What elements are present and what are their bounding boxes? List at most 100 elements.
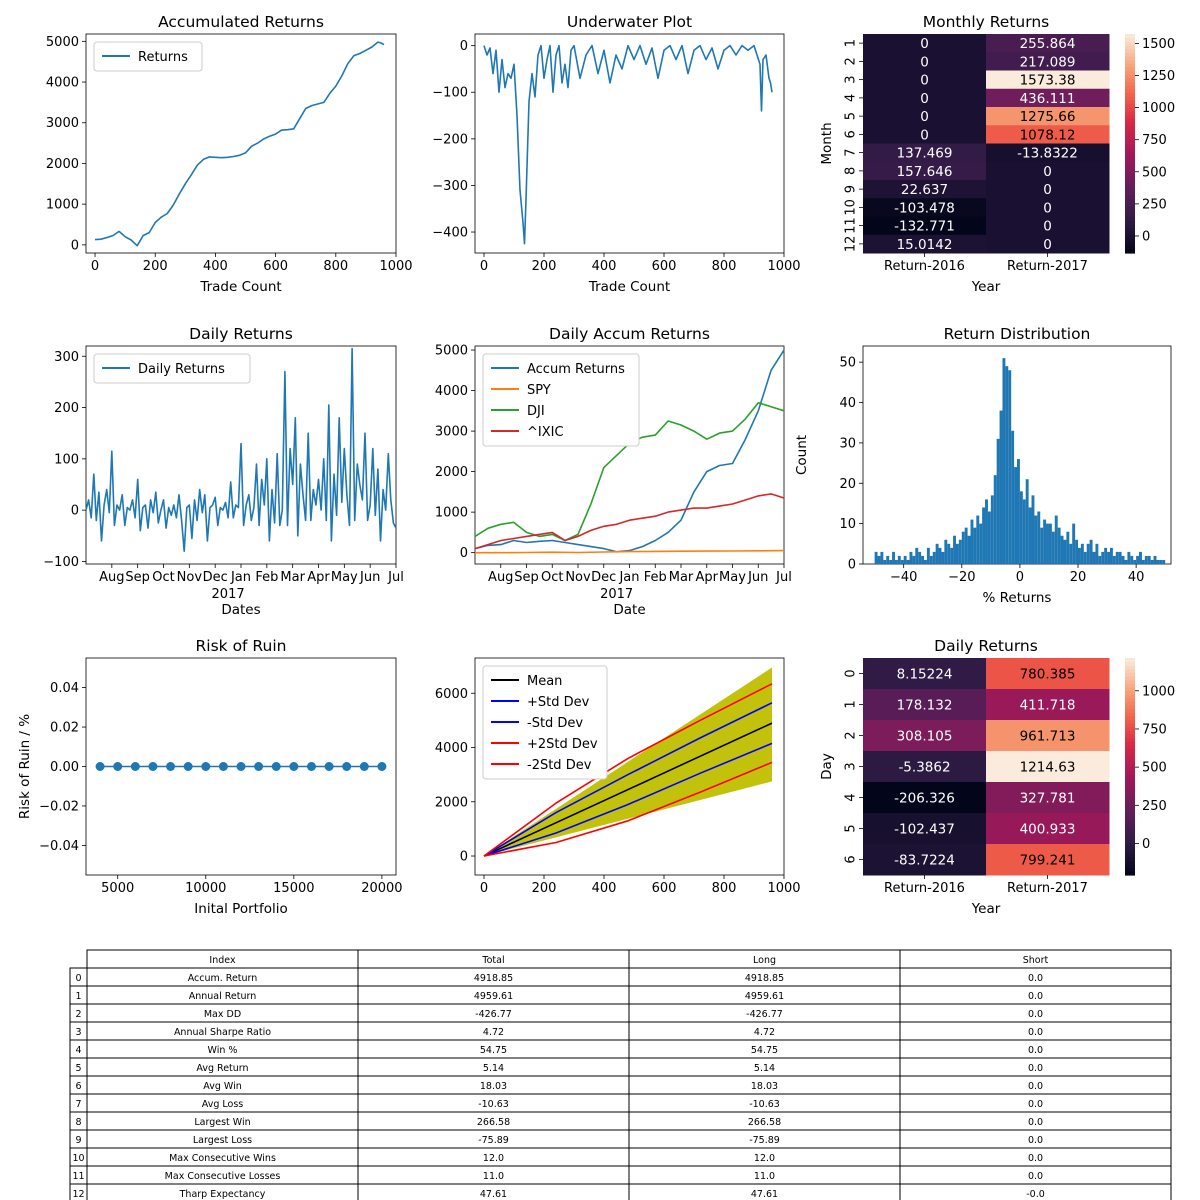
table-cell-label: Annual Sharpe Ratio — [174, 1027, 271, 1038]
daily-accum-returns-series-1-line — [475, 549, 785, 554]
return-distribution-bar — [961, 531, 965, 564]
monthly-returns-row-label: 8 — [844, 167, 859, 175]
monthly-returns-row-label: 11 — [844, 217, 859, 234]
daily-returns-heatmap-column-label: Return-2017 — [1007, 881, 1088, 896]
underwater-plot-xtick-label: 1000 — [767, 259, 800, 274]
daily-returns-heatmap-colorbar-step — [1125, 827, 1135, 833]
table-cell-label: 0.0 — [1028, 973, 1043, 984]
table-cell-label: 54.75 — [480, 1045, 507, 1056]
monthly-returns-cell — [986, 34, 1110, 53]
accumulated-returns-xtick-label: 600 — [263, 259, 288, 274]
risk-of-ruin-point — [95, 762, 105, 771]
daily-returns-heatmap-colorbar-label: 750 — [1142, 722, 1167, 737]
return-distribution-ylabel: Count — [794, 435, 810, 475]
monthly-returns-colorbar-step — [1125, 161, 1135, 166]
daily-returns-line-xtick-label: Oct — [152, 570, 174, 585]
monthly-returns-colorbar-step — [1125, 150, 1135, 156]
risk-of-ruin-chart: 5000 10000 15000 20000 −0.04 −0.02 0.00 0.02 0.0… — [17, 637, 403, 917]
underwater-plot-ytick-label: −200 — [432, 132, 468, 147]
daily-accum-returns-title: Daily Accum Returns — [549, 325, 710, 343]
monthly-returns-colorbar-step — [1125, 176, 1135, 181]
monthly-returns-colorbar-label: 1500 — [1142, 37, 1175, 52]
accumulated-returns-ytick-label: 1000 — [46, 198, 79, 213]
daily-accum-returns-ytick-label: 2000 — [435, 465, 468, 480]
table-index-label: 11 — [72, 1171, 84, 1182]
daily-accum-returns-series-0-line — [474, 349, 785, 553]
table-cell-label: 0.0 — [1028, 1099, 1043, 1110]
return-distribution-bar — [1025, 479, 1029, 564]
daily-returns-heatmap-row-label: 2 — [844, 731, 859, 739]
daily-returns-line-legend-box — [93, 353, 251, 384]
monte-carlo-legend-label: +2Std Dev — [527, 737, 598, 752]
monte-carlo-series-3-line — [483, 683, 773, 857]
daily-returns-heatmap-xlabel: Year — [971, 901, 1001, 917]
daily-returns-heatmap-colorbar-step — [1125, 860, 1135, 865]
table-cell-label: 5.14 — [754, 1063, 775, 1074]
monthly-returns-cell-label: 157.646 — [897, 164, 953, 180]
daily-returns-heatmap-colorbar-step — [1125, 737, 1135, 742]
daily-accum-returns-legend-label: SPY — [527, 383, 551, 398]
monthly-returns-row-label: 7 — [844, 148, 859, 156]
return-distribution-bar — [886, 555, 890, 564]
monthly-returns-colorbar-step — [1125, 44, 1135, 50]
daily-accum-returns-ytick-label: 3000 — [435, 425, 468, 440]
monthly-returns-cell-label: 255.864 — [1020, 36, 1076, 52]
monthly-returns-cell — [986, 180, 1110, 199]
daily-returns-line-xtick-label: Aug — [99, 570, 124, 585]
daily-returns-heatmap-cell-label: -5.3862 — [898, 760, 950, 776]
return-distribution-bar — [1037, 511, 1041, 564]
daily-returns-heatmap-title: Daily Returns — [934, 637, 1038, 655]
table-index-label: 9 — [75, 1135, 81, 1146]
monthly-returns-colorbar-step — [1125, 227, 1135, 232]
underwater-plot-xtick-label: 200 — [532, 259, 557, 274]
daily-returns-heatmap-colorbar-label: 1000 — [1142, 684, 1175, 699]
return-distribution-ytick-label: 50 — [839, 356, 856, 371]
table-cell-label: Accum. Return — [188, 973, 258, 984]
return-distribution-bar — [1075, 539, 1079, 564]
monthly-returns-colorbar-step — [1125, 88, 1135, 93]
return-distribution-bar — [1150, 559, 1154, 564]
accumulated-returns-ytick-label: 0 — [71, 238, 79, 253]
table-cell-label: 4959.61 — [745, 991, 784, 1002]
underwater-plot-chart: 0 200 400 600 800 1000 0 −100 −200 −300 −400 Underw… — [432, 13, 800, 295]
return-distribution-bar — [976, 515, 980, 564]
return-distribution-bar — [1136, 555, 1140, 564]
monthly-returns-cell-label: 0 — [1043, 219, 1052, 235]
risk-of-ruin-xtick-label: 15000 — [273, 881, 314, 896]
table-cell-label: 0.0 — [1028, 1081, 1043, 1092]
monthly-returns-cell — [863, 216, 987, 236]
return-distribution-bar — [903, 555, 907, 564]
return-distribution-bar — [1115, 551, 1119, 564]
daily-returns-heatmap-colorbar-label: 250 — [1142, 799, 1167, 814]
monthly-returns-cell-label: 0 — [1043, 182, 1052, 198]
monthly-returns-colorbar-step — [1125, 132, 1135, 137]
monthly-returns-colorbar-step — [1125, 92, 1135, 97]
monte-carlo-legend-label: Mean — [527, 674, 562, 689]
risk-of-ruin-point — [183, 762, 193, 771]
monte-carlo-chart: 0 200 400 600 800 1000 0 2000 4000 6000 Mean +Std D… — [435, 657, 801, 896]
risk-of-ruin-point — [130, 762, 140, 771]
daily-returns-heatmap-colorbar-step — [1125, 676, 1135, 681]
daily-accum-returns-xlabel: Date — [613, 602, 645, 618]
monthly-returns-colorbar-step — [1125, 136, 1135, 141]
accumulated-returns-xtick-label: 0 — [91, 259, 99, 274]
monthly-returns-row-label: 4 — [844, 94, 859, 102]
table-index-label: 10 — [72, 1153, 84, 1164]
daily-returns-heatmap-colorbar-step — [1125, 762, 1135, 768]
table-cell-label: -426.77 — [746, 1009, 783, 1020]
monthly-returns-cell-label: 0 — [920, 54, 929, 70]
monthly-returns-colorbar-step — [1125, 55, 1135, 61]
return-distribution-bar — [1011, 430, 1015, 564]
risk-of-ruin-point — [306, 762, 316, 771]
daily-returns-heatmap-colorbar-step — [1125, 849, 1135, 854]
accumulated-returns-title: Accumulated Returns — [158, 13, 324, 31]
daily-returns-heatmap-colorbar-step — [1125, 744, 1135, 750]
monthly-returns-cell — [863, 70, 987, 90]
risk-of-ruin-point — [236, 762, 246, 771]
daily-returns-heatmap-colorbar-step — [1125, 802, 1135, 807]
return-distribution-bar — [955, 543, 959, 564]
monthly-returns-cell-label: -132.771 — [894, 219, 955, 235]
monthly-returns-colorbar-step — [1125, 66, 1135, 72]
monte-carlo-simulation-band — [484, 667, 772, 857]
